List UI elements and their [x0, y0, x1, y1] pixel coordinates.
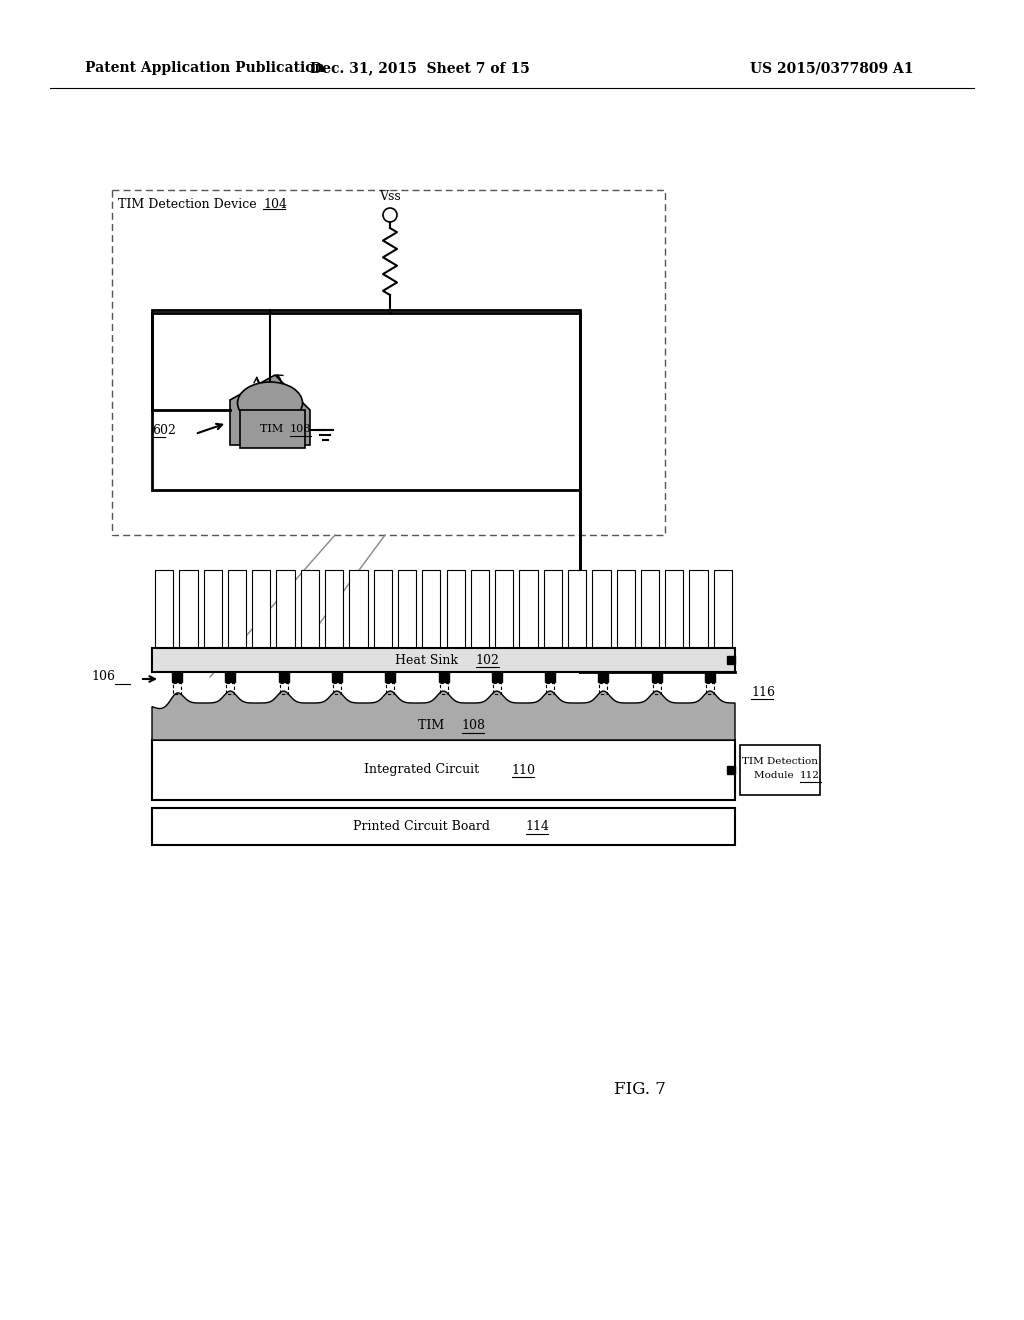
Bar [179, 570, 198, 648]
Bar [152, 648, 735, 672]
Bar [152, 741, 735, 800]
Bar [546, 682, 554, 694]
Bar [112, 190, 665, 535]
Bar [422, 570, 440, 648]
Text: US 2015/0377809 A1: US 2015/0377809 A1 [750, 61, 913, 75]
Bar [385, 672, 395, 682]
Text: TIM: TIM [419, 719, 449, 733]
Bar [446, 570, 465, 648]
Text: 602: 602 [152, 424, 176, 437]
Bar [386, 682, 394, 694]
Bar [173, 682, 181, 694]
Text: Heat Sink: Heat Sink [395, 653, 462, 667]
Bar [598, 672, 608, 682]
Ellipse shape [238, 381, 302, 424]
Text: TIM Detection Device: TIM Detection Device [118, 198, 261, 210]
Text: 116: 116 [751, 685, 775, 698]
Text: TIM Detection: TIM Detection [742, 756, 818, 766]
Bar [439, 682, 447, 694]
Bar [568, 570, 586, 648]
Bar [279, 672, 289, 682]
Bar [152, 310, 580, 490]
Text: Patent Application Publication: Patent Application Publication [85, 61, 325, 75]
Text: 102: 102 [475, 653, 500, 667]
Text: Integrated Circuit: Integrated Circuit [364, 763, 483, 776]
Bar [493, 682, 501, 694]
Bar [349, 570, 368, 648]
Text: 104: 104 [263, 198, 287, 210]
Bar [545, 672, 555, 682]
Bar [301, 570, 319, 648]
Bar [706, 682, 714, 694]
Bar [705, 672, 715, 682]
Text: Dec. 31, 2015  Sheet 7 of 15: Dec. 31, 2015 Sheet 7 of 15 [310, 61, 529, 75]
Bar [374, 570, 392, 648]
Bar [740, 744, 820, 795]
Bar [332, 672, 342, 682]
Bar [689, 570, 708, 648]
Text: 112: 112 [800, 771, 820, 780]
Bar [438, 672, 449, 682]
Bar [252, 570, 270, 648]
Bar [727, 656, 735, 664]
Bar [714, 570, 732, 648]
Text: Module: Module [754, 771, 797, 780]
Bar [152, 808, 735, 845]
Bar [228, 570, 246, 648]
Bar [276, 570, 295, 648]
Text: 110: 110 [512, 763, 536, 776]
Bar [225, 672, 236, 682]
Bar [280, 682, 288, 694]
Text: TIM: TIM [260, 424, 287, 434]
Bar [599, 682, 607, 694]
Text: 106: 106 [91, 671, 115, 684]
Bar [651, 672, 662, 682]
Bar [652, 682, 660, 694]
Text: FIG. 7: FIG. 7 [614, 1081, 666, 1098]
Bar [172, 672, 182, 682]
Text: 108: 108 [290, 424, 311, 434]
Bar [592, 570, 610, 648]
Bar [666, 570, 683, 648]
Bar [204, 570, 222, 648]
Bar [325, 570, 343, 648]
Bar [519, 570, 538, 648]
Polygon shape [152, 690, 735, 741]
Bar [240, 411, 305, 447]
Text: Printed Circuit Board: Printed Circuit Board [353, 820, 494, 833]
Bar [492, 672, 502, 682]
Bar [226, 682, 234, 694]
Text: Vss: Vss [379, 190, 400, 203]
Bar [544, 570, 562, 648]
Bar [641, 570, 659, 648]
Text: 114: 114 [525, 820, 550, 833]
Bar [616, 570, 635, 648]
Bar [471, 570, 489, 648]
Bar [398, 570, 416, 648]
Bar [333, 682, 341, 694]
Bar [155, 570, 173, 648]
Bar [496, 570, 513, 648]
Bar [727, 766, 735, 774]
Text: 108: 108 [462, 719, 485, 733]
Polygon shape [230, 375, 310, 445]
